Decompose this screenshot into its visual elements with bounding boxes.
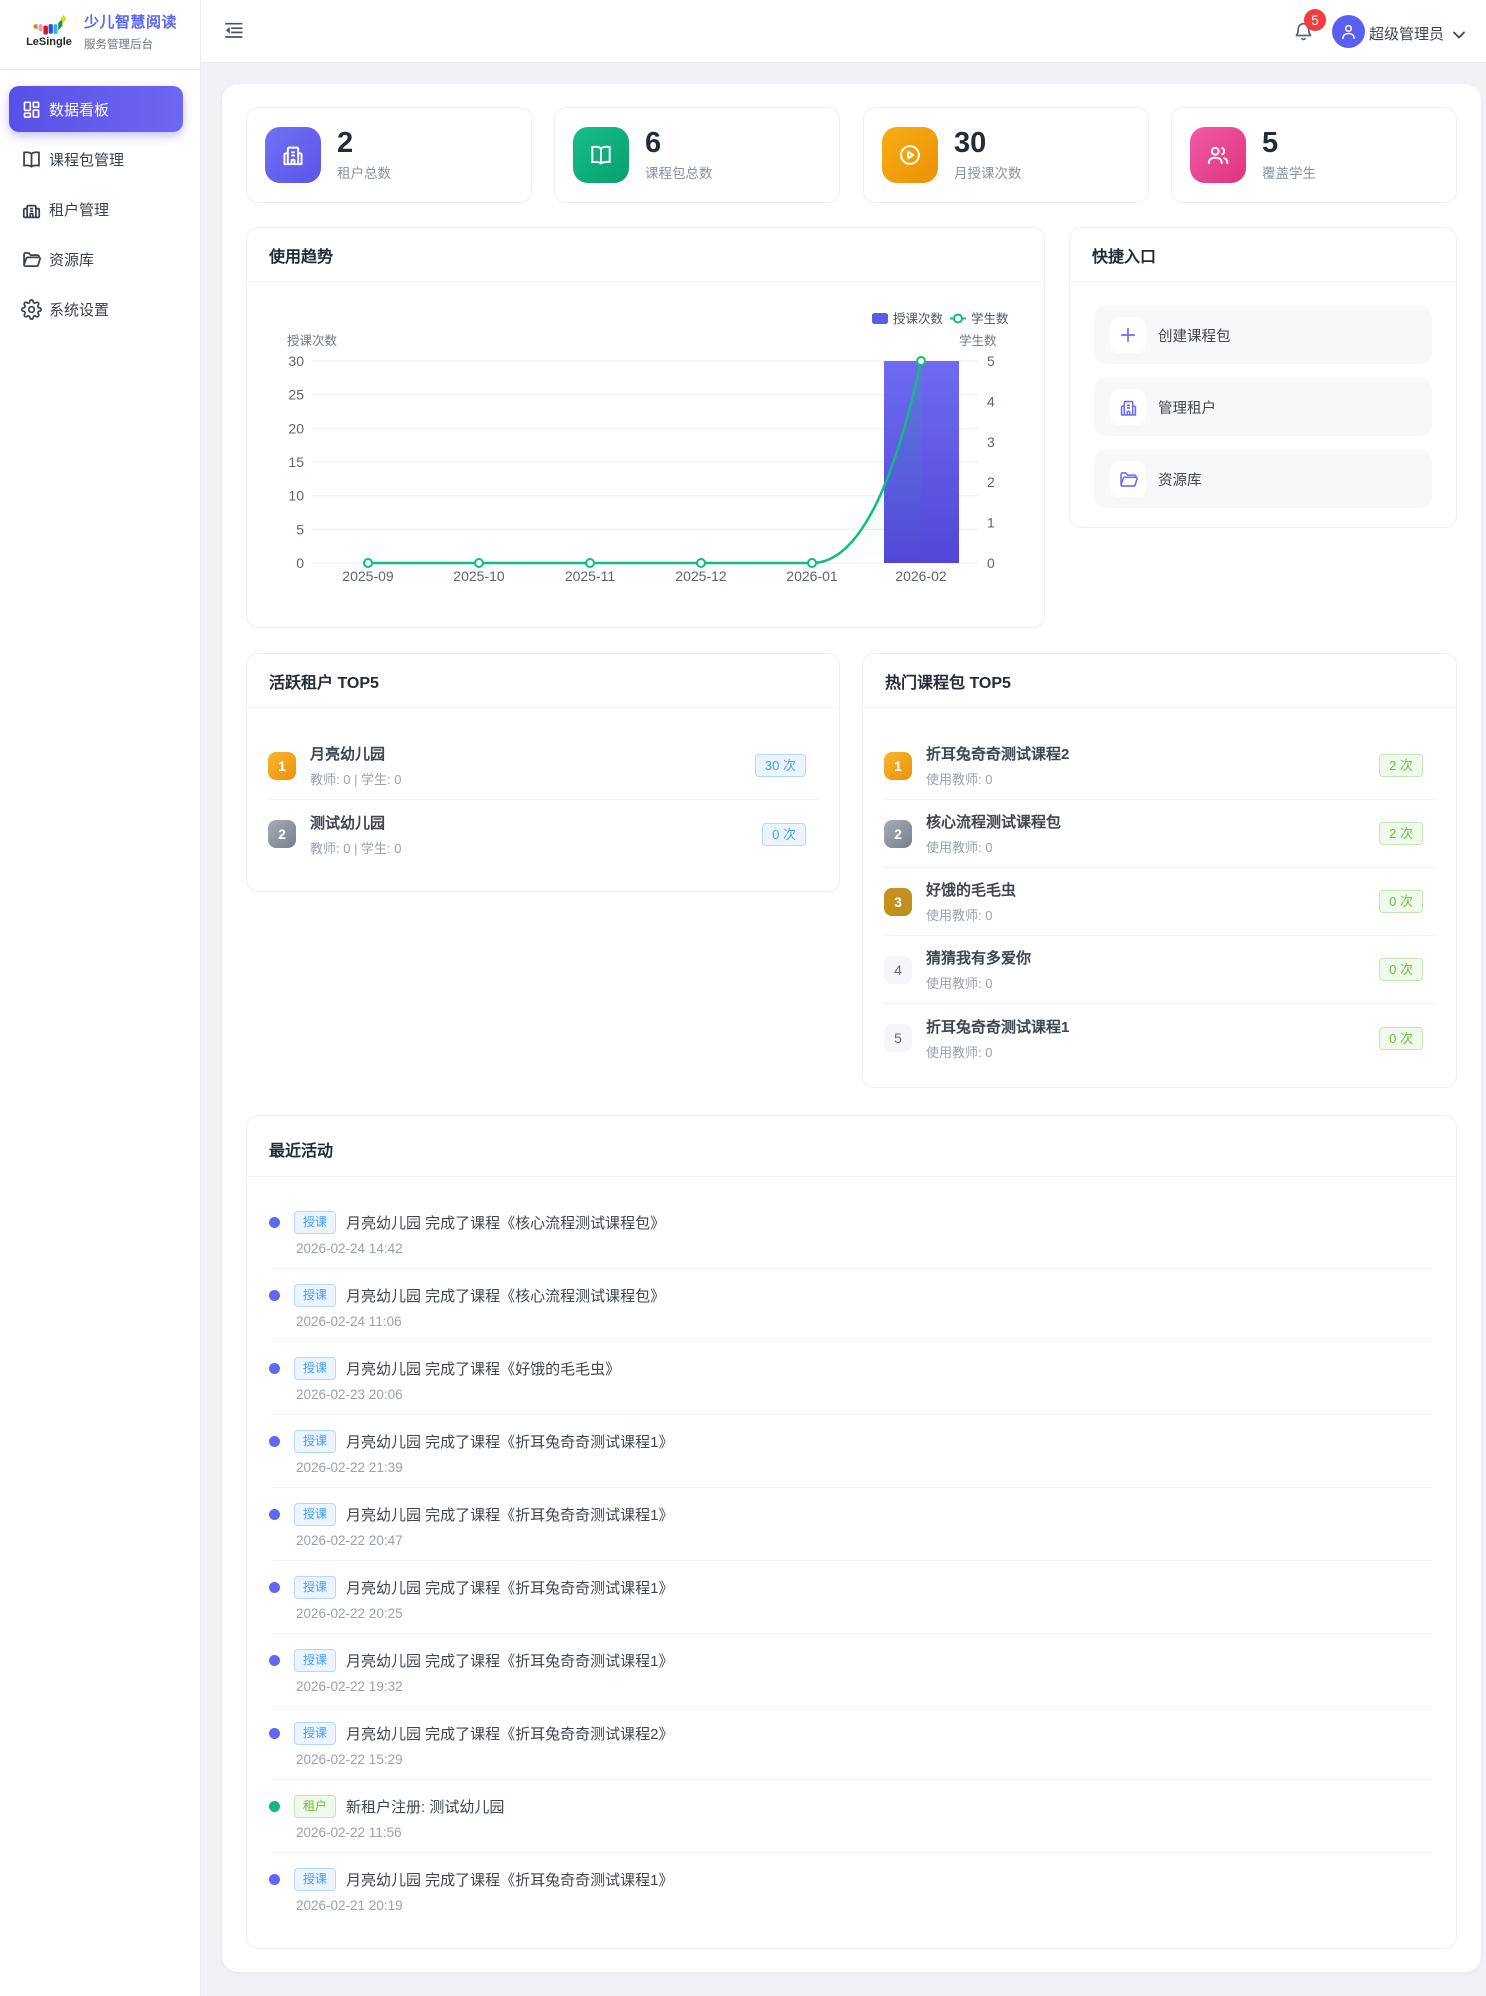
svg-text:0: 0 (296, 555, 304, 571)
svg-text:15: 15 (288, 454, 304, 470)
svg-text:4: 4 (987, 393, 995, 409)
svg-text:5: 5 (296, 521, 304, 537)
svg-text:5: 5 (987, 353, 995, 369)
svg-text:2025-09: 2025-09 (342, 568, 394, 584)
svg-text:20: 20 (288, 420, 304, 436)
svg-text:学生数: 学生数 (971, 311, 1009, 326)
svg-text:30: 30 (288, 353, 304, 369)
svg-text:授课次数: 授课次数 (287, 333, 338, 348)
svg-text:0: 0 (987, 555, 995, 571)
svg-text:25: 25 (288, 387, 304, 403)
svg-text:2025-10: 2025-10 (453, 568, 505, 584)
svg-text:2025-12: 2025-12 (675, 568, 727, 584)
svg-text:授课次数: 授课次数 (893, 311, 944, 326)
svg-text:2: 2 (987, 474, 995, 490)
svg-text:2025-11: 2025-11 (565, 568, 616, 584)
svg-text:2026-02: 2026-02 (895, 568, 947, 584)
svg-text:2026-01: 2026-01 (786, 568, 838, 584)
svg-text:1: 1 (987, 515, 995, 531)
svg-text:10: 10 (288, 488, 304, 504)
svg-text:学生数: 学生数 (959, 333, 997, 348)
svg-text:3: 3 (987, 434, 995, 450)
